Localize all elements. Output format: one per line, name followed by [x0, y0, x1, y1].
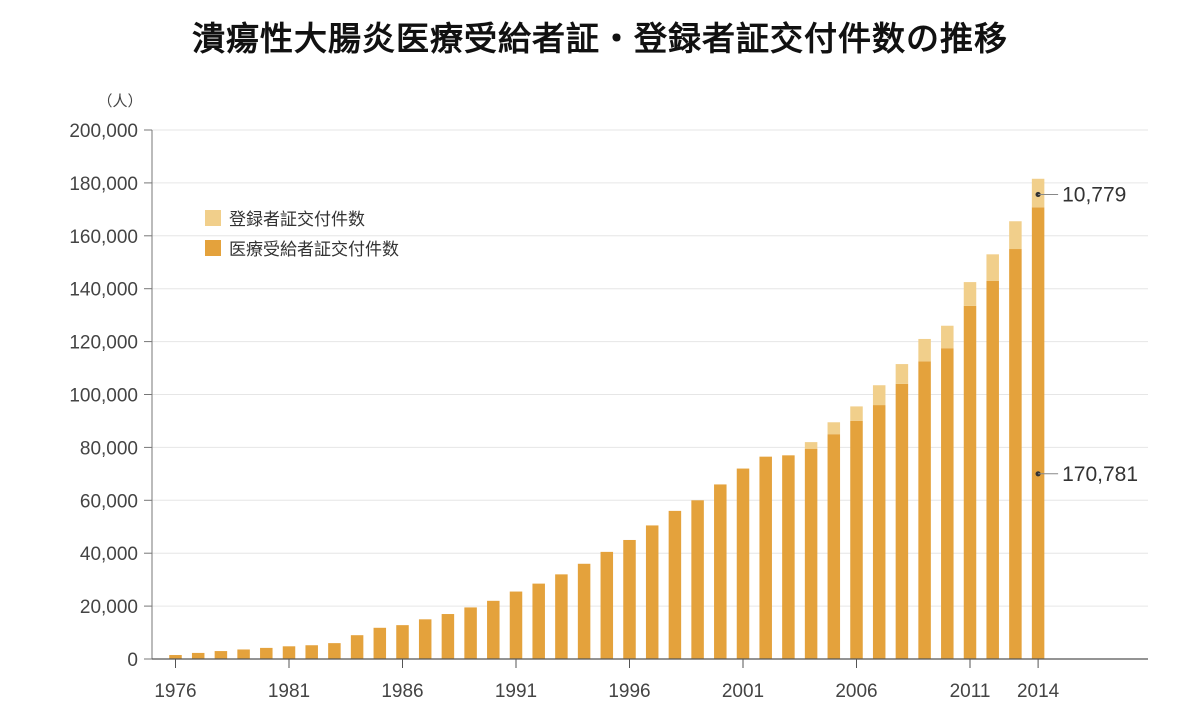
x-tick-label: 1986 [381, 681, 423, 702]
bar-segment-medical [691, 500, 704, 659]
y-tick-label: 60,000 [80, 491, 138, 512]
bar-segment-medical [827, 434, 841, 659]
bar-segment-medical [850, 420, 863, 659]
y-tick-label: 200,000 [69, 121, 138, 142]
bar-segment-medical [918, 361, 931, 659]
legend-swatch [205, 240, 221, 256]
bars [169, 178, 1045, 660]
y-tick-label: 120,000 [69, 333, 138, 354]
bar-segment-registered [827, 422, 841, 435]
x-tick-label: 1996 [608, 681, 650, 702]
bar-segment-medical [373, 627, 387, 659]
x-axis: 1976 1981 1986 1991 1996 2001 2006 2011 2014 [152, 658, 1148, 702]
bar-segment-medical [1031, 207, 1045, 660]
x-tick-label: 2001 [722, 681, 764, 702]
legend-swatch [205, 210, 221, 226]
bar-segment-registered [963, 282, 977, 306]
bar-segment-medical [759, 456, 772, 659]
bar-segment-registered [895, 364, 909, 384]
x-tick-label: 2014 [1017, 681, 1060, 702]
bar-segment-medical [1009, 249, 1022, 659]
y-tick-label: 0 [127, 650, 138, 671]
annotations: 10,779 170,781 [1035, 183, 1138, 486]
y-tick-label: 180,000 [69, 174, 138, 195]
bar-segment-medical [191, 652, 205, 659]
bar-segment-medical [350, 635, 364, 659]
bar-segment-registered [804, 442, 818, 449]
bar-segment-medical [736, 468, 750, 659]
bar-segment-medical [555, 574, 568, 659]
x-tick-label: 1976 [154, 681, 196, 702]
callout-label: 170,781 [1062, 463, 1138, 486]
bar-segment-registered [918, 338, 931, 362]
bar-segment-medical [782, 455, 795, 659]
bar-segment-medical [487, 600, 500, 659]
y-tick-label: 80,000 [80, 438, 138, 459]
bar-segment-medical [600, 551, 614, 659]
bar-segment-medical [396, 625, 409, 659]
x-tick-label: 1981 [268, 681, 310, 702]
bar-segment-medical [169, 655, 182, 659]
y-tick-label: 140,000 [69, 280, 138, 301]
callout-label: 10,779 [1062, 183, 1126, 206]
y-axis-label: （人） [97, 92, 142, 110]
x-tick-label: 2006 [835, 681, 877, 702]
bar-segment-medical [441, 614, 455, 659]
bar-segment-medical [532, 583, 545, 659]
bar-segment-medical [237, 649, 250, 659]
bar-segment-registered [986, 254, 999, 281]
x-tick-label: 1991 [495, 681, 537, 702]
bar-segment-medical [668, 510, 682, 659]
y-tick-label: 20,000 [80, 597, 138, 618]
bar-segment-medical [464, 607, 477, 659]
y-tick-label: 160,000 [69, 227, 138, 248]
legend-label: 医療受給者証交付件数 [229, 240, 399, 260]
bar-segment-registered [941, 325, 954, 349]
bar-segment-medical [509, 591, 523, 659]
bar-segment-medical [941, 348, 954, 659]
y-tick-label: 40,000 [80, 544, 138, 565]
bar-segment-medical [963, 305, 977, 659]
bar-segment-medical [804, 448, 818, 659]
bar-segment-medical [872, 405, 886, 659]
bar-segment-registered [850, 406, 863, 421]
bar-segment-medical [282, 646, 296, 659]
bar-segment-registered [872, 385, 886, 406]
y-axis: 0 20,000 40,000 60,000 80,000 100,000 120,000 1… [69, 92, 153, 671]
bar-segment-medical [645, 525, 659, 659]
chart-title: 潰瘍性大腸炎医療受給者証・登録者証交付件数の推移 [192, 19, 1008, 58]
bar-segment-medical [305, 645, 318, 659]
bar-segment-medical [623, 539, 636, 659]
bar-segment-medical [986, 280, 999, 659]
bar-segment-medical [260, 647, 273, 659]
bar-segment-medical [328, 643, 341, 659]
x-tick-label: 2011 [950, 681, 991, 702]
legend-label: 登録者証交付件数 [229, 210, 365, 230]
bar-segment-medical [418, 619, 432, 659]
bar-segment-medical [714, 484, 727, 659]
bar-segment-registered [1009, 221, 1022, 250]
bar-segment-medical [895, 383, 909, 659]
bar-segment-medical [577, 563, 591, 659]
bar-segment-medical [214, 651, 228, 659]
y-tick-label: 100,000 [69, 386, 138, 407]
